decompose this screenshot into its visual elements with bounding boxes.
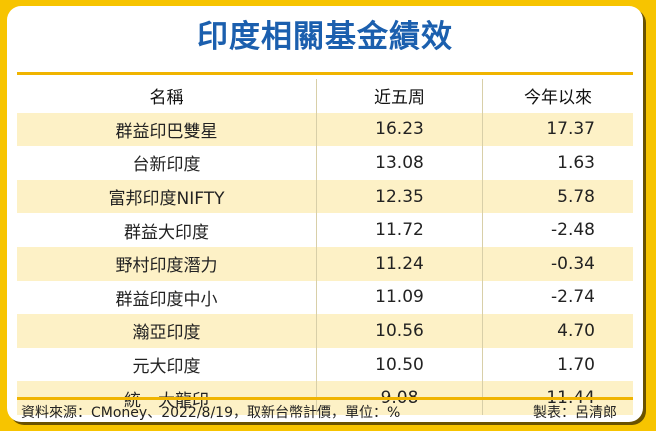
credit-note: 製表：呂清郎 [533, 405, 617, 421]
ytd-return: 1.63 [557, 152, 595, 173]
fund-name: 台新印度 [17, 146, 317, 180]
header-name: 名稱 [17, 79, 317, 113]
table-row: 群益大印度 11.72 -2.48 [17, 213, 633, 247]
fund-name: 瀚亞印度 [17, 314, 317, 348]
footer: 資料來源：CMoney、2022/8/19，取新台幣計價，單位：% 製表：呂清郎 [7, 402, 643, 422]
fund-name: 群益印度中小 [17, 280, 317, 315]
five-week-return: 10.56 [317, 314, 483, 348]
ytd-return: -2.74 [551, 287, 595, 308]
header-five-weeks: 近五周 [317, 79, 483, 113]
page-title: 印度相關基金績效 [197, 19, 453, 55]
fund-name: 元大印度 [17, 347, 317, 382]
five-week-return: 11.72 [317, 213, 483, 247]
table-row: 元大印度 10.50 1.70 [17, 347, 633, 382]
table-header-row: 名稱 近五周 今年以來 [17, 79, 633, 113]
fund-name: 群益印巴雙星 [17, 112, 317, 147]
fund-table: 名稱 近五周 今年以來 群益印巴雙星 16.23 17.37 台新印度 13.0… [17, 79, 633, 415]
five-week-return: 16.23 [317, 112, 483, 147]
title-divider [17, 72, 633, 75]
five-week-return: 12.35 [317, 179, 483, 214]
table-row: 群益印度中小 11.09 -2.74 [17, 280, 633, 315]
title-area: 印度相關基金績效 [7, 6, 643, 72]
ytd-return: 17.37 [546, 119, 595, 140]
five-week-return: 13.08 [317, 146, 483, 180]
source-note: 資料來源：CMoney、2022/8/19，取新台幣計價，單位：% [21, 405, 401, 421]
footer-divider [17, 397, 633, 400]
fund-name: 群益大印度 [17, 213, 317, 247]
fund-name: 富邦印度NIFTY [17, 179, 317, 214]
ytd-return: 5.78 [557, 186, 595, 207]
fund-name: 野村印度潛力 [17, 246, 317, 281]
ytd-return: -0.34 [551, 253, 595, 274]
table-row: 野村印度潛力 11.24 -0.34 [17, 246, 633, 281]
ytd-return: 1.70 [557, 354, 595, 375]
table-row: 瀚亞印度 10.56 4.70 [17, 314, 633, 348]
header-ytd: 今年以來 [524, 88, 592, 109]
five-week-return: 10.50 [317, 347, 483, 382]
ytd-return: -2.48 [551, 220, 595, 241]
ytd-return: 4.70 [557, 320, 595, 341]
five-week-return: 11.09 [317, 280, 483, 315]
table-card: 印度相關基金績效 名稱 近五周 今年以來 群益印巴雙星 16.23 17.37 … [7, 6, 643, 422]
five-week-return: 11.24 [317, 246, 483, 281]
table-row: 台新印度 13.08 1.63 [17, 146, 633, 180]
table-row: 群益印巴雙星 16.23 17.37 [17, 112, 633, 147]
table-row: 富邦印度NIFTY 12.35 5.78 [17, 179, 633, 214]
